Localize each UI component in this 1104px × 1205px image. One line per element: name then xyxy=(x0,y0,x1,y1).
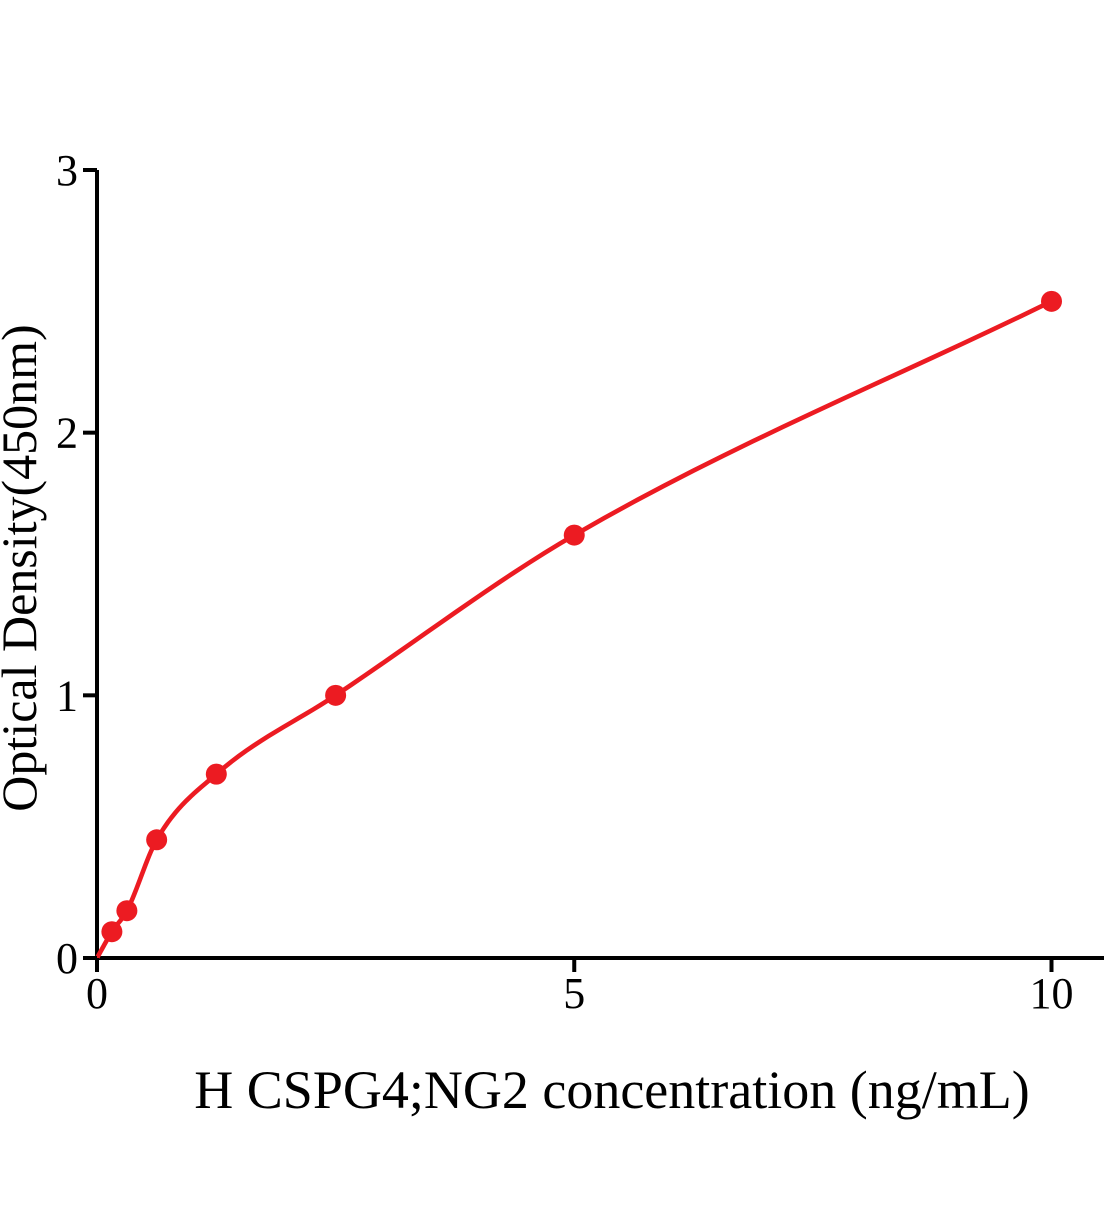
data-point xyxy=(116,900,138,922)
x-tick-label: 10 xyxy=(1030,969,1074,1018)
axes xyxy=(95,170,1104,960)
data-point xyxy=(1041,290,1062,312)
x-axis-title: H CSPG4;NG2 concentration (ng/mL) xyxy=(194,1060,1029,1120)
y-tick-label: 1 xyxy=(56,671,78,720)
data-points-layer xyxy=(101,290,1062,943)
x-tick-label: 0 xyxy=(86,969,108,1018)
data-point xyxy=(146,829,168,851)
ticks-layer: 0 5 10 0 1 2 3 xyxy=(56,146,1074,1018)
data-point xyxy=(325,684,347,706)
data-point xyxy=(101,921,123,943)
fit-curve-layer xyxy=(94,299,1054,961)
axis-titles: H CSPG4;NG2 concentration (ng/mL) Optica… xyxy=(0,324,1030,1120)
data-point xyxy=(205,763,227,785)
data-point xyxy=(563,524,585,546)
x-tick-label: 5 xyxy=(563,969,585,1018)
y-tick-label: 3 xyxy=(56,146,78,195)
y-axis-title: Optical Density(450nm) xyxy=(0,324,47,811)
y-tick-label: 2 xyxy=(56,409,78,458)
fit-curve xyxy=(94,299,1054,961)
y-tick-label: 0 xyxy=(56,934,78,983)
